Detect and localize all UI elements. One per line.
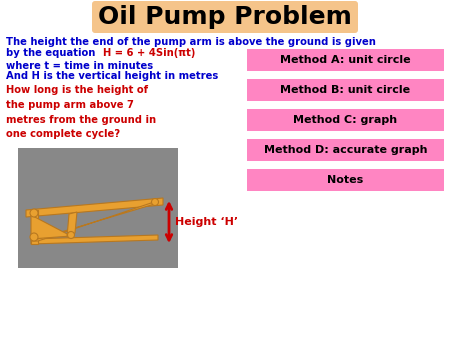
FancyBboxPatch shape [247, 109, 444, 131]
Text: Oil Pump Problem: Oil Pump Problem [98, 5, 352, 29]
Text: by the equation: by the equation [6, 48, 95, 58]
Text: And H is the vertical height in metres: And H is the vertical height in metres [6, 71, 218, 81]
Text: Method D: accurate graph: Method D: accurate graph [264, 145, 427, 155]
Text: where t = time in minutes: where t = time in minutes [6, 61, 153, 71]
Circle shape [152, 198, 158, 206]
Text: How long is the height of
the pump arm above 7
metres from the ground in
one com: How long is the height of the pump arm a… [6, 85, 156, 139]
Polygon shape [31, 235, 158, 244]
Polygon shape [26, 198, 163, 217]
Text: Method B: unit circle: Method B: unit circle [280, 85, 410, 95]
Polygon shape [31, 215, 71, 239]
Bar [18, 148, 178, 268]
FancyBboxPatch shape [247, 49, 444, 71]
FancyBboxPatch shape [247, 79, 444, 101]
Text: Height ‘H’: Height ‘H’ [175, 217, 238, 227]
Text: Notes: Notes [328, 175, 364, 185]
Circle shape [30, 209, 38, 217]
Text: H = 6 + 4Sin(πt): H = 6 + 4Sin(πt) [103, 48, 195, 58]
Polygon shape [31, 203, 158, 241]
Circle shape [68, 232, 75, 239]
Text: Method C: graph: Method C: graph [293, 115, 397, 125]
FancyBboxPatch shape [92, 1, 358, 33]
FancyBboxPatch shape [247, 169, 444, 191]
Polygon shape [67, 212, 77, 237]
FancyBboxPatch shape [247, 139, 444, 161]
Polygon shape [31, 210, 38, 244]
Text: Method A: unit circle: Method A: unit circle [280, 55, 411, 65]
Text: The height the end of the pump arm is above the ground is given: The height the end of the pump arm is ab… [6, 37, 376, 47]
Circle shape [30, 233, 38, 241]
